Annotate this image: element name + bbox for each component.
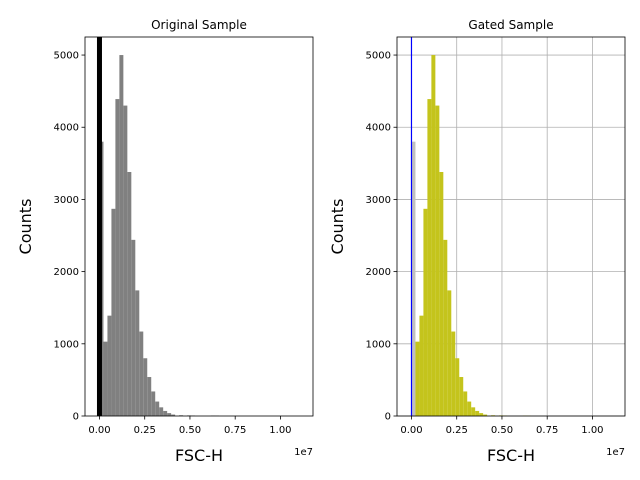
y-tick-label: 0 bbox=[385, 412, 391, 423]
y-tick-label: 5000 bbox=[54, 51, 79, 62]
chart-title: Gated Sample bbox=[468, 18, 553, 32]
histogram-bar bbox=[147, 377, 152, 416]
histogram-bar bbox=[463, 391, 468, 416]
panel-gated-sample: 0.00 0.25 0.50 0.75 1.00 0 1000 2000 3000 4000 50… bbox=[328, 18, 626, 465]
histogram-bar bbox=[107, 315, 112, 416]
histogram-bar bbox=[475, 410, 480, 416]
y-tick-label: 3000 bbox=[54, 195, 79, 206]
y-tick-label: 5000 bbox=[366, 51, 391, 62]
histogram-bar bbox=[171, 414, 176, 416]
histogram-bar bbox=[155, 401, 160, 416]
y-axis-label: Counts bbox=[16, 199, 35, 255]
histogram-bar bbox=[483, 414, 488, 416]
y-tick-label: 2000 bbox=[54, 267, 79, 278]
histogram-bar bbox=[443, 239, 448, 416]
histogram-bar bbox=[151, 391, 156, 416]
y-axis-label: Counts bbox=[328, 199, 347, 255]
y-tick-label: 3000 bbox=[366, 195, 391, 206]
chart-title: Original Sample bbox=[151, 18, 247, 32]
x-offset-label: 1e7 bbox=[606, 447, 625, 458]
histogram-bar bbox=[455, 358, 460, 416]
histogram-bar bbox=[419, 315, 424, 416]
histogram-bar bbox=[447, 290, 452, 416]
histogram-bar bbox=[163, 410, 168, 416]
histogram-bar bbox=[143, 358, 148, 416]
x-tick-label: 1.00 bbox=[581, 425, 603, 436]
histogram-bar bbox=[467, 401, 472, 416]
histogram-bar bbox=[111, 208, 116, 416]
x-tick-label: 0.50 bbox=[491, 425, 513, 436]
y-tick-label: 1000 bbox=[366, 339, 391, 350]
panel-original-sample: 0.00 0.25 0.50 0.75 1.00 0 1000 2000 3000 4000 50… bbox=[16, 18, 314, 465]
histogram-bar bbox=[103, 341, 108, 416]
x-tick-label: 0.25 bbox=[446, 425, 468, 436]
x-tick-label: 0.25 bbox=[134, 425, 156, 436]
histogram-bar bbox=[471, 407, 476, 416]
histogram-bar bbox=[431, 55, 436, 417]
histogram-bar bbox=[459, 377, 464, 416]
x-tick-label: 0.75 bbox=[536, 425, 558, 436]
histogram-bar bbox=[411, 141, 416, 416]
x-tick-label: 0.00 bbox=[400, 425, 422, 436]
x-tick-label: 0.00 bbox=[88, 425, 110, 436]
y-tick-label: 2000 bbox=[366, 267, 391, 278]
histogram-bar bbox=[139, 331, 144, 416]
histogram-bar bbox=[479, 413, 484, 416]
y-tick-label: 4000 bbox=[366, 123, 391, 134]
x-axis-label: FSC-H bbox=[175, 446, 223, 465]
axes-frame bbox=[84, 36, 314, 417]
histogram-bar bbox=[167, 413, 172, 416]
histogram-bar bbox=[135, 290, 140, 416]
y-tick-label: 0 bbox=[73, 412, 79, 423]
histogram-bar bbox=[435, 105, 440, 416]
histogram-bar bbox=[439, 171, 444, 416]
histogram-bar bbox=[415, 341, 420, 416]
histogram-bar bbox=[427, 99, 432, 417]
histogram-bar bbox=[159, 407, 164, 416]
axes-frame bbox=[396, 36, 626, 417]
histogram-bar bbox=[123, 105, 128, 416]
histogram-bar bbox=[127, 171, 132, 416]
x-offset-label: 1e7 bbox=[294, 447, 313, 458]
histogram-bar bbox=[451, 331, 456, 416]
x-axis-label: FSC-H bbox=[487, 446, 535, 465]
histogram-bar bbox=[131, 239, 136, 416]
y-tick-label: 1000 bbox=[54, 339, 79, 350]
histogram-bar bbox=[119, 55, 124, 417]
x-tick-label: 0.75 bbox=[224, 425, 246, 436]
x-tick-label: 0.50 bbox=[179, 425, 201, 436]
x-tick-label: 1.00 bbox=[269, 425, 291, 436]
histogram-bar bbox=[423, 208, 428, 416]
histogram-bar bbox=[115, 99, 120, 417]
y-tick-label: 4000 bbox=[54, 123, 79, 134]
